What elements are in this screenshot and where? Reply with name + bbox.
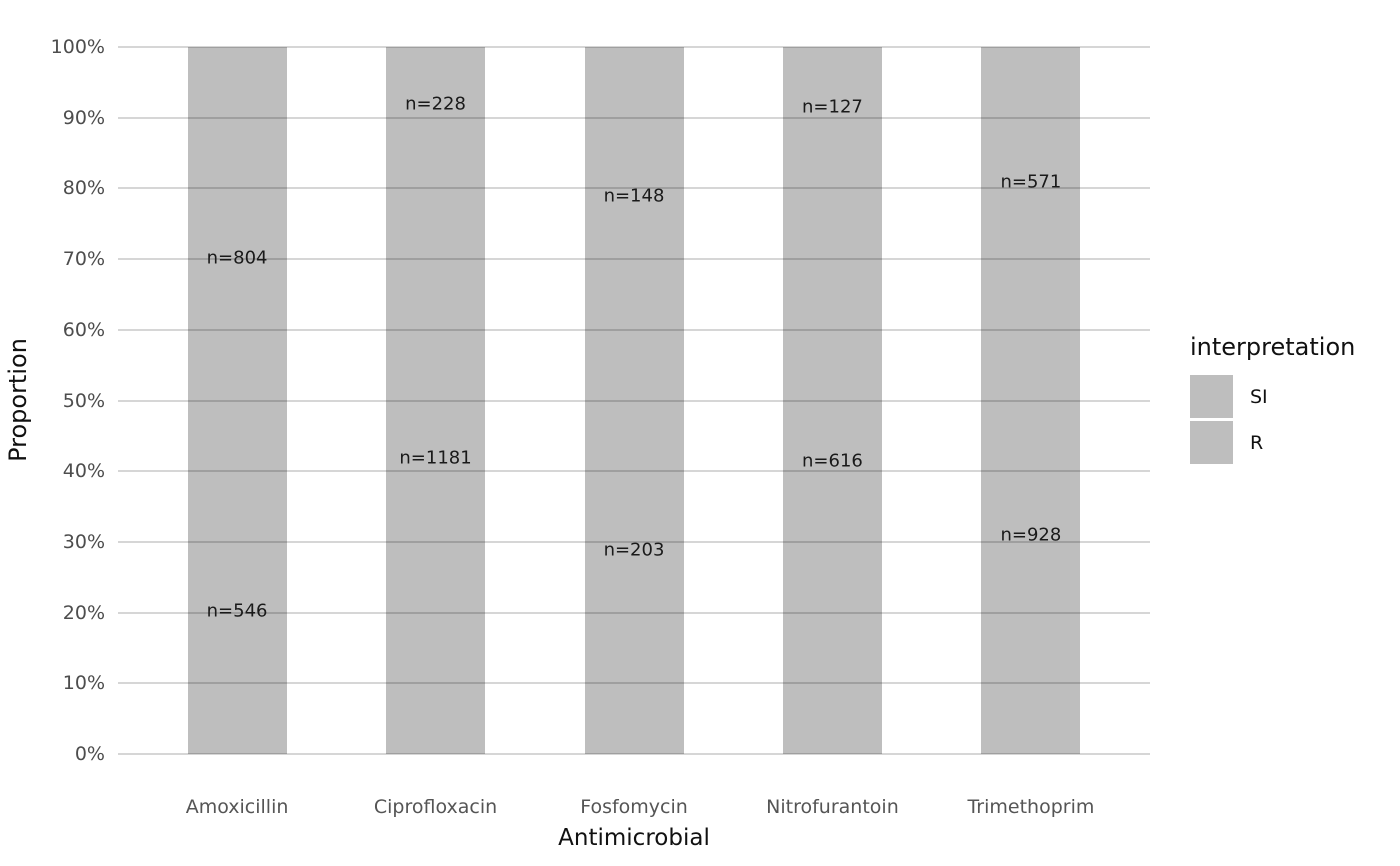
bar-count-label: n=203	[603, 539, 665, 561]
bar-segment-r	[584, 345, 684, 754]
legend-entries: SI R	[1190, 375, 1390, 464]
bar-fosfomycin	[584, 47, 684, 754]
bar-trimethoprim	[981, 47, 1081, 754]
gridline-70%	[118, 258, 1150, 261]
bar-segment-si	[981, 47, 1081, 317]
x-axis-tick-label: Nitrofurantoin	[766, 796, 899, 818]
bar-amoxicillin	[187, 47, 287, 754]
x-axis-tick-label: Fosfomycin	[580, 796, 688, 818]
bar-count-label: n=804	[206, 247, 268, 269]
bar-segment-si	[187, 47, 287, 469]
y-axis-tick-label: 0%	[74, 743, 105, 765]
y-axis-tick-label: 50%	[62, 389, 105, 412]
bar-ciprofloxacin	[386, 47, 486, 754]
bar-segment-r	[187, 468, 287, 754]
bar-segment-si	[584, 47, 684, 346]
legend-key-swatch	[1190, 375, 1233, 418]
x-axis-tick-label: Amoxicillin	[185, 796, 289, 818]
gridline-40%	[118, 470, 1150, 473]
gridline-30%	[118, 540, 1150, 543]
bar-count-label: n=228	[405, 93, 466, 115]
y-axis-tick-label: 90%	[62, 106, 105, 129]
y-axis-tick-label: 20%	[62, 601, 105, 624]
legend: interpretation SI R	[1190, 333, 1390, 467]
gridline-10%	[118, 682, 1150, 685]
gridline-60%	[118, 328, 1150, 331]
legend-label: R	[1250, 431, 1264, 454]
bar-count-label: n=127	[802, 96, 863, 118]
gridline-100%	[118, 46, 1150, 48]
bar-segment-r	[981, 316, 1081, 754]
gridline-50%	[118, 399, 1150, 402]
legend-entry-r: R	[1190, 421, 1390, 464]
legend-label: SI	[1250, 385, 1268, 408]
y-axis-tick-label: 10%	[62, 672, 105, 695]
bar-segment-r	[782, 167, 882, 754]
y-axis-tick-label: 100%	[50, 36, 105, 58]
bar-count-label: n=546	[206, 600, 268, 622]
gridline-20%	[118, 611, 1150, 614]
bar-count-label: n=928	[1000, 524, 1062, 546]
gridline-0%	[118, 753, 1150, 755]
x-axis-tick-label: Ciprofloxacin	[373, 796, 498, 818]
legend-title: interpretation	[1190, 333, 1356, 361]
y-axis-tick-label: 30%	[62, 530, 105, 553]
gridline-90%	[118, 116, 1150, 119]
gridline-80%	[118, 187, 1150, 190]
bar-count-label: n=571	[1000, 171, 1062, 193]
y-axis-tick-label: 70%	[62, 248, 105, 271]
bar-count-label: n=148	[603, 185, 665, 207]
y-axis-title: Proportion	[4, 338, 32, 462]
bar-segment-r	[386, 161, 486, 754]
y-axis-tick-label: 80%	[62, 177, 105, 200]
plot-panel: n=804 n=546 n=228 n=1181 n=148 n=203 n=127 n=61…	[118, 46, 1150, 755]
x-axis-tick-label: Trimethoprim	[967, 796, 1095, 818]
y-axis-tick-label: 60%	[62, 318, 105, 341]
x-axis-title: Antimicrobial	[558, 825, 710, 851]
bar-count-label: n=616	[802, 450, 863, 472]
bar-nitrofurantoin	[782, 47, 882, 754]
bar-count-label: n=1181	[399, 447, 472, 469]
legend-entry-si: SI	[1190, 375, 1390, 418]
bar-segment-si	[782, 47, 882, 168]
y-axis-tick-label: 40%	[62, 460, 105, 483]
legend-key-swatch	[1190, 421, 1233, 464]
bar-segment-si	[386, 47, 486, 162]
